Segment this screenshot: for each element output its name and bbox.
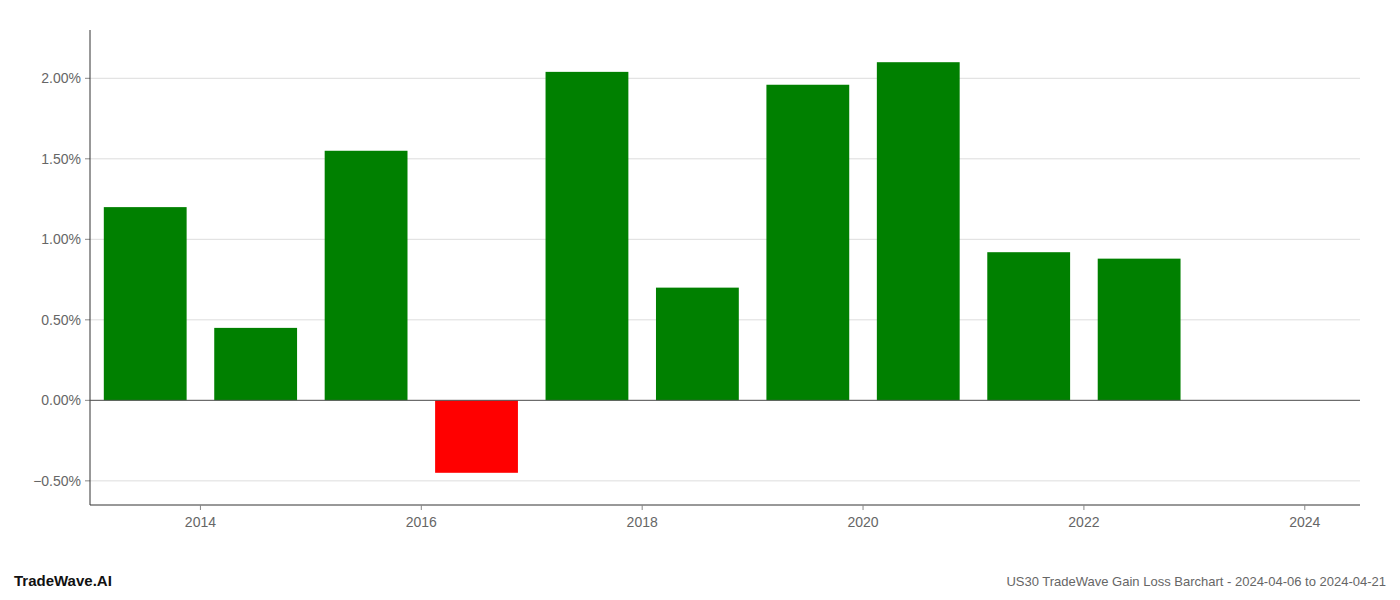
y-tick <box>85 239 90 240</box>
x-axis: 2014 2016 2018 2020 2022 2024 <box>90 505 1360 530</box>
x-tick-label: 2024 <box>1289 514 1320 530</box>
y-grid <box>90 78 1360 481</box>
y-tick-label: 0.00% <box>41 392 81 408</box>
bar <box>325 151 408 401</box>
y-tick <box>85 158 90 159</box>
x-tick-label: 2014 <box>185 514 216 530</box>
grid-line <box>90 239 1360 240</box>
x-axis-line <box>90 505 1360 506</box>
bar <box>214 328 297 400</box>
y-tick <box>85 78 90 79</box>
bar <box>877 62 960 400</box>
grid-line <box>90 480 1360 481</box>
bars <box>104 62 1181 473</box>
grid-line <box>90 158 1360 159</box>
bar <box>104 207 187 400</box>
y-tick <box>85 319 90 320</box>
y-tick <box>85 400 90 401</box>
y-tick-label: −0.50% <box>33 473 81 489</box>
x-tick <box>421 505 422 510</box>
x-tick-label: 2016 <box>406 514 437 530</box>
watermark: TradeWave.AI <box>14 572 112 589</box>
x-tick <box>1304 505 1305 510</box>
x-tick <box>200 505 201 510</box>
chart-container: −0.50%0.00%0.50%1.00%1.50%2.00%201420162… <box>0 0 1400 600</box>
y-axis: −0.50% 0.00% 0.50% 1.00% 1.50% 2.00% <box>33 30 90 505</box>
bar <box>656 288 739 401</box>
x-tick <box>1083 505 1084 510</box>
x-tick-label: 2018 <box>627 514 658 530</box>
x-tick-label: 2022 <box>1068 514 1099 530</box>
y-tick-label: 1.00% <box>41 231 81 247</box>
bar <box>987 252 1070 400</box>
grid-line <box>90 400 1360 401</box>
y-tick-label: 0.50% <box>41 312 81 328</box>
bar <box>1098 259 1181 401</box>
chart-svg: −0.50%0.00%0.50%1.00%1.50%2.00%201420162… <box>0 0 1400 600</box>
y-tick-label: 2.00% <box>41 70 81 86</box>
bar <box>766 85 849 401</box>
x-tick <box>642 505 643 510</box>
grid-line <box>90 78 1360 79</box>
bar <box>546 72 629 400</box>
y-tick-label: 1.50% <box>41 151 81 167</box>
zero-line <box>90 400 1360 401</box>
chart-title: US30 TradeWave Gain Loss Barchart - 2024… <box>1006 574 1386 589</box>
y-tick <box>85 480 90 481</box>
bar <box>435 400 518 472</box>
y-axis-line <box>90 30 91 505</box>
x-tick <box>863 505 864 510</box>
x-tick-label: 2020 <box>847 514 878 530</box>
